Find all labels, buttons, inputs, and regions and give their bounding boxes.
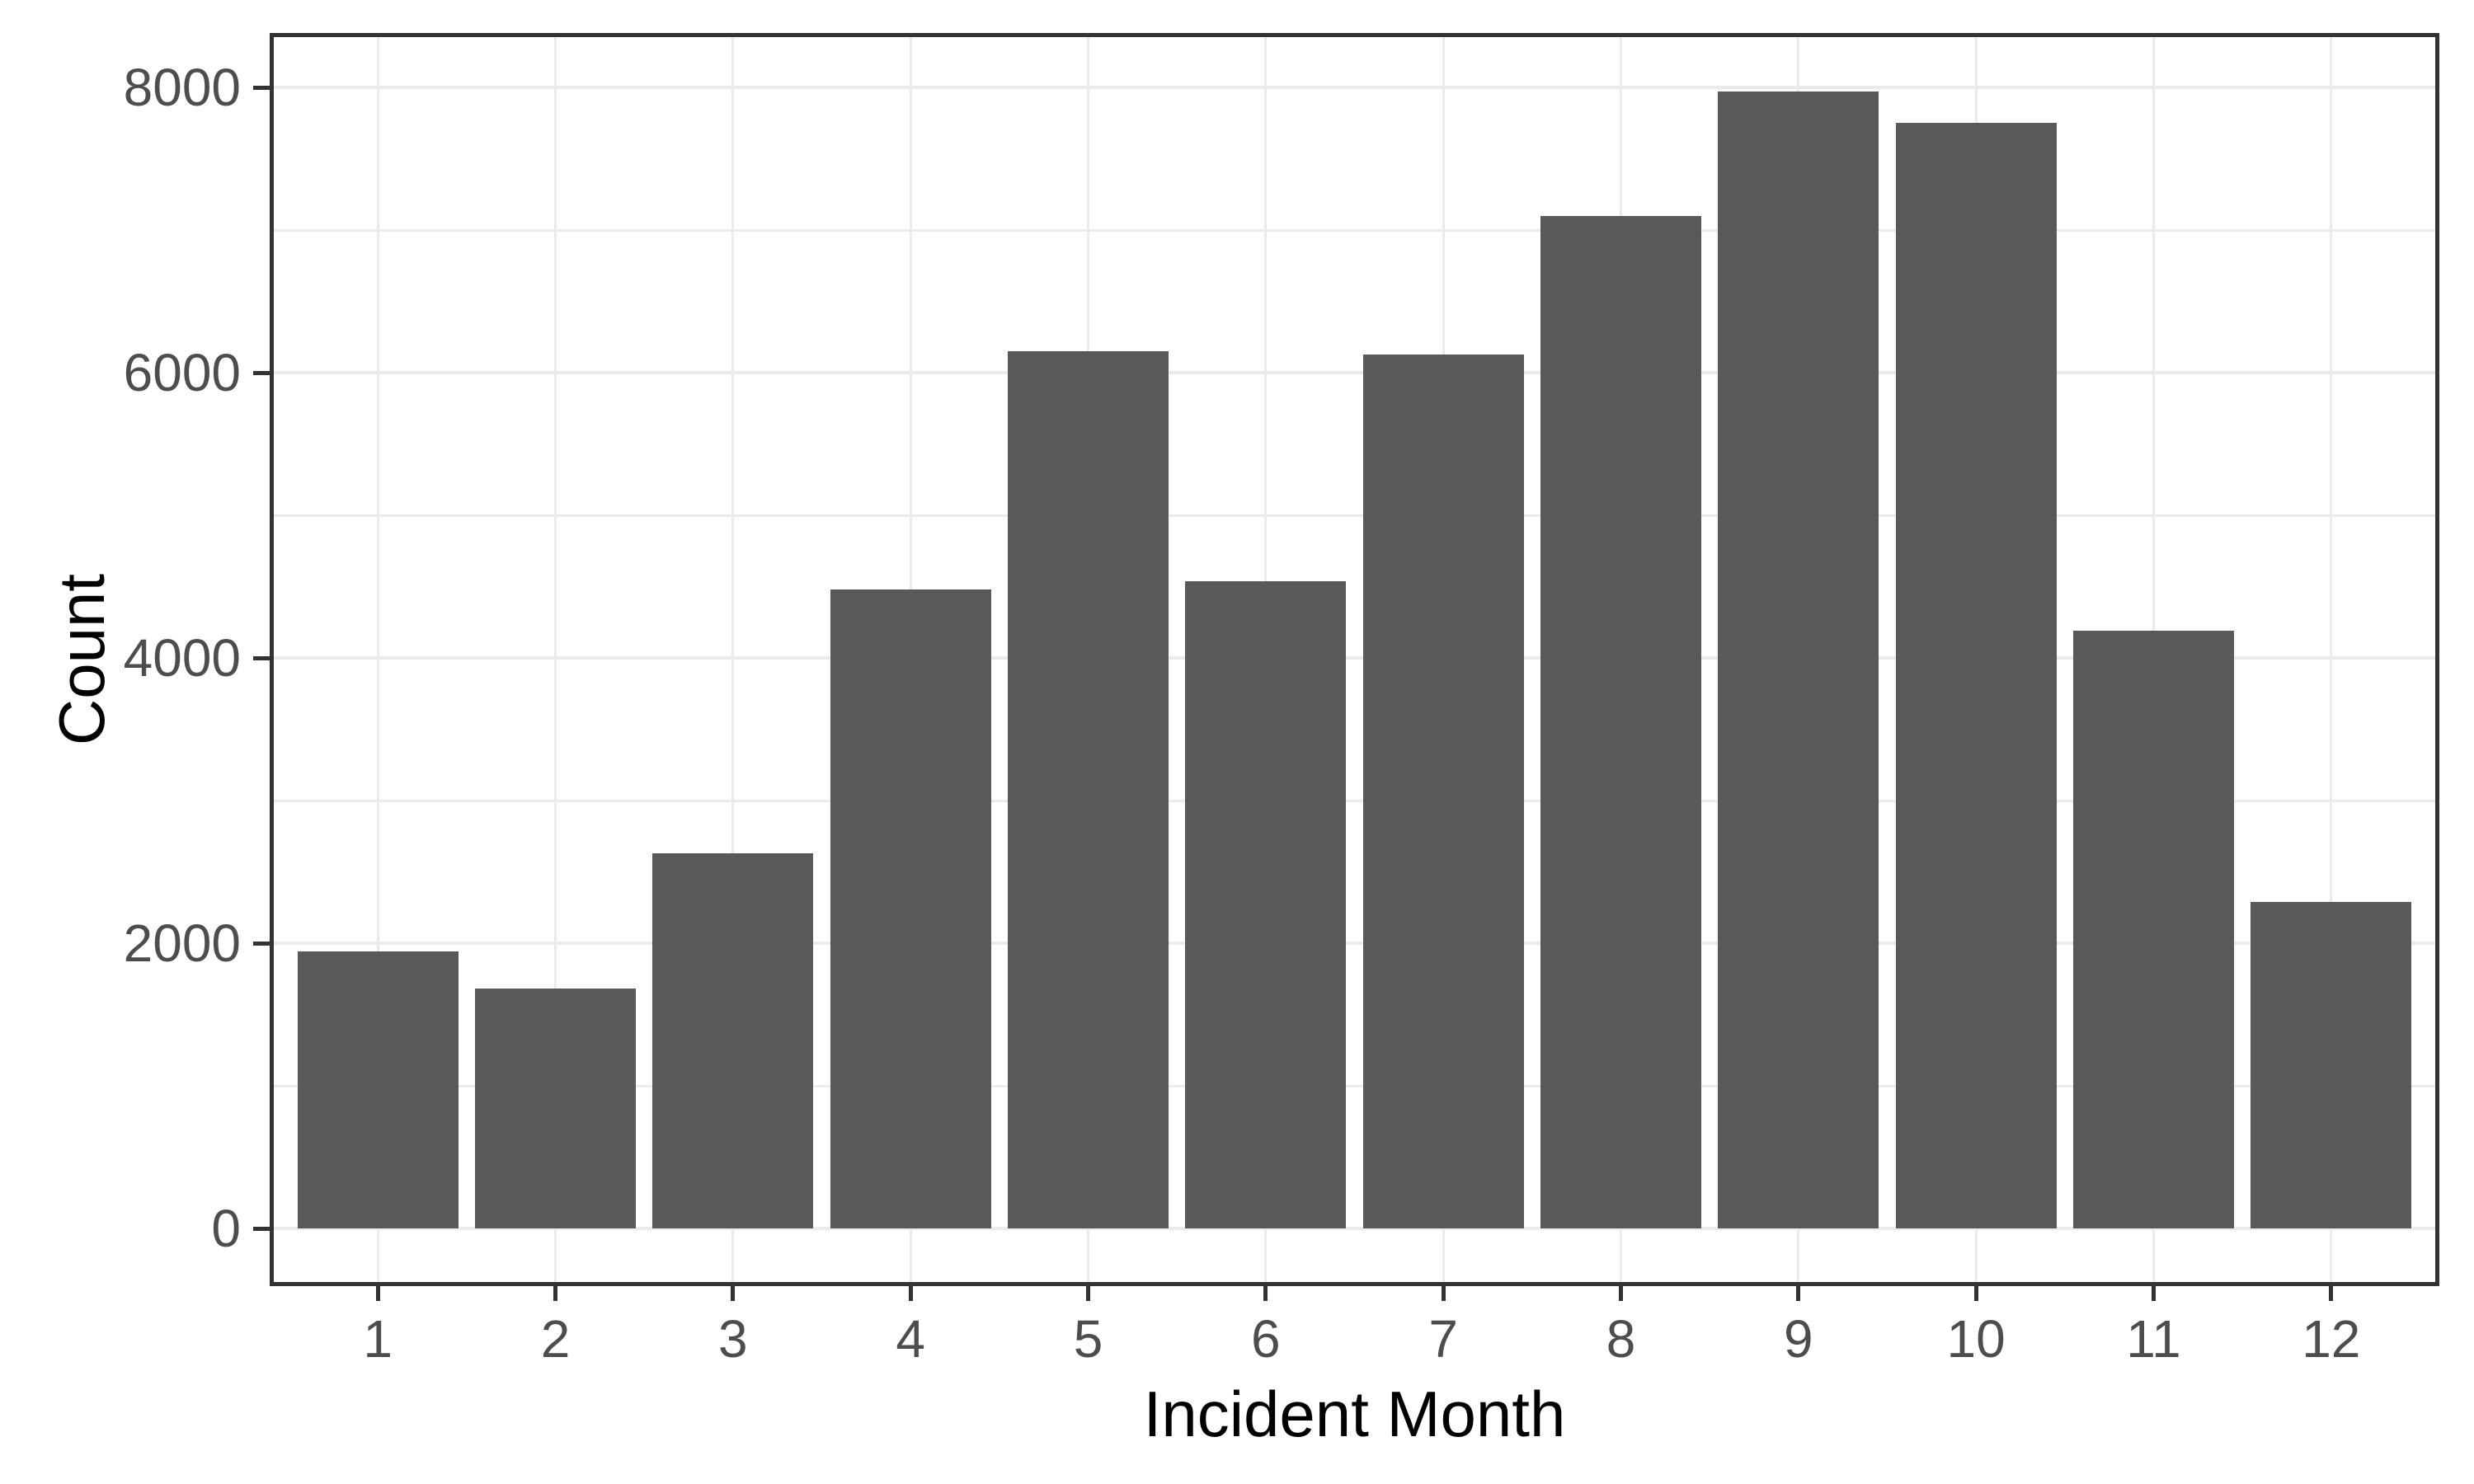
- y-minor-gridline-3000: [271, 799, 2438, 802]
- y-tick-4000: [253, 655, 271, 660]
- x-tick-8: [1618, 1284, 1623, 1301]
- x-tick-11: [2151, 1284, 2156, 1301]
- bar-month-7: [1362, 354, 1524, 1228]
- x-major-gridline-1: [376, 35, 379, 1284]
- bar-month-8: [1540, 215, 1701, 1228]
- x-tick-1: [375, 1284, 380, 1301]
- x-tick-label-5: 5: [1073, 1309, 1103, 1369]
- x-tick-label-12: 12: [2302, 1309, 2361, 1369]
- x-tick-label-4: 4: [896, 1309, 925, 1369]
- bar-month-2: [475, 989, 637, 1228]
- x-tick-label-8: 8: [1606, 1309, 1636, 1369]
- y-major-gridline-0: [271, 1227, 2438, 1230]
- y-tick-label-0: 0: [211, 1199, 241, 1258]
- y-major-gridline-2000: [271, 942, 2438, 945]
- x-tick-7: [1441, 1284, 1446, 1301]
- x-tick-label-9: 9: [1784, 1309, 1813, 1369]
- bar-month-11: [2072, 631, 2234, 1228]
- y-axis-title: Count: [45, 573, 118, 746]
- y-minor-gridline-1000: [271, 1084, 2438, 1087]
- y-major-gridline-8000: [271, 86, 2438, 89]
- x-tick-9: [1796, 1284, 1801, 1301]
- bar-month-9: [1718, 92, 1879, 1228]
- x-axis-title: Incident Month: [1143, 1378, 1566, 1450]
- x-tick-label-3: 3: [718, 1309, 748, 1369]
- x-tick-label-7: 7: [1428, 1309, 1458, 1369]
- bar-month-4: [830, 589, 991, 1228]
- x-tick-label-10: 10: [1946, 1309, 2006, 1369]
- y-tick-8000: [253, 85, 271, 90]
- y-tick-label-6000: 6000: [123, 343, 241, 402]
- x-tick-10: [1973, 1284, 1978, 1301]
- x-tick-label-6: 6: [1251, 1309, 1281, 1369]
- x-major-gridline-3: [731, 35, 735, 1284]
- y-major-gridline-4000: [271, 656, 2438, 660]
- x-tick-label-1: 1: [363, 1309, 393, 1369]
- x-major-gridline-2: [554, 35, 557, 1284]
- x-tick-5: [1086, 1284, 1090, 1301]
- bar-month-10: [1895, 123, 2057, 1228]
- x-tick-label-2: 2: [540, 1309, 571, 1369]
- y-tick-label-4000: 4000: [123, 628, 241, 688]
- x-tick-12: [2329, 1284, 2334, 1301]
- bar-month-12: [2251, 901, 2412, 1228]
- y-tick-2000: [253, 941, 271, 946]
- bar-month-1: [297, 951, 459, 1228]
- bar-month-6: [1185, 580, 1347, 1228]
- y-tick-0: [253, 1226, 271, 1231]
- bar-month-5: [1008, 351, 1169, 1228]
- y-tick-label-8000: 8000: [123, 58, 241, 117]
- y-tick-label-2000: 2000: [123, 913, 241, 973]
- x-tick-2: [553, 1284, 558, 1301]
- x-tick-3: [731, 1284, 736, 1301]
- x-tick-4: [908, 1284, 913, 1301]
- y-minor-gridline-5000: [271, 514, 2438, 517]
- y-tick-6000: [253, 370, 271, 375]
- y-minor-gridline-7000: [271, 228, 2438, 232]
- bar-month-3: [652, 853, 814, 1228]
- x-tick-6: [1263, 1284, 1268, 1301]
- x-tick-label-11: 11: [2126, 1309, 2181, 1369]
- y-major-gridline-6000: [271, 371, 2438, 374]
- x-major-gridline-12: [2330, 35, 2333, 1284]
